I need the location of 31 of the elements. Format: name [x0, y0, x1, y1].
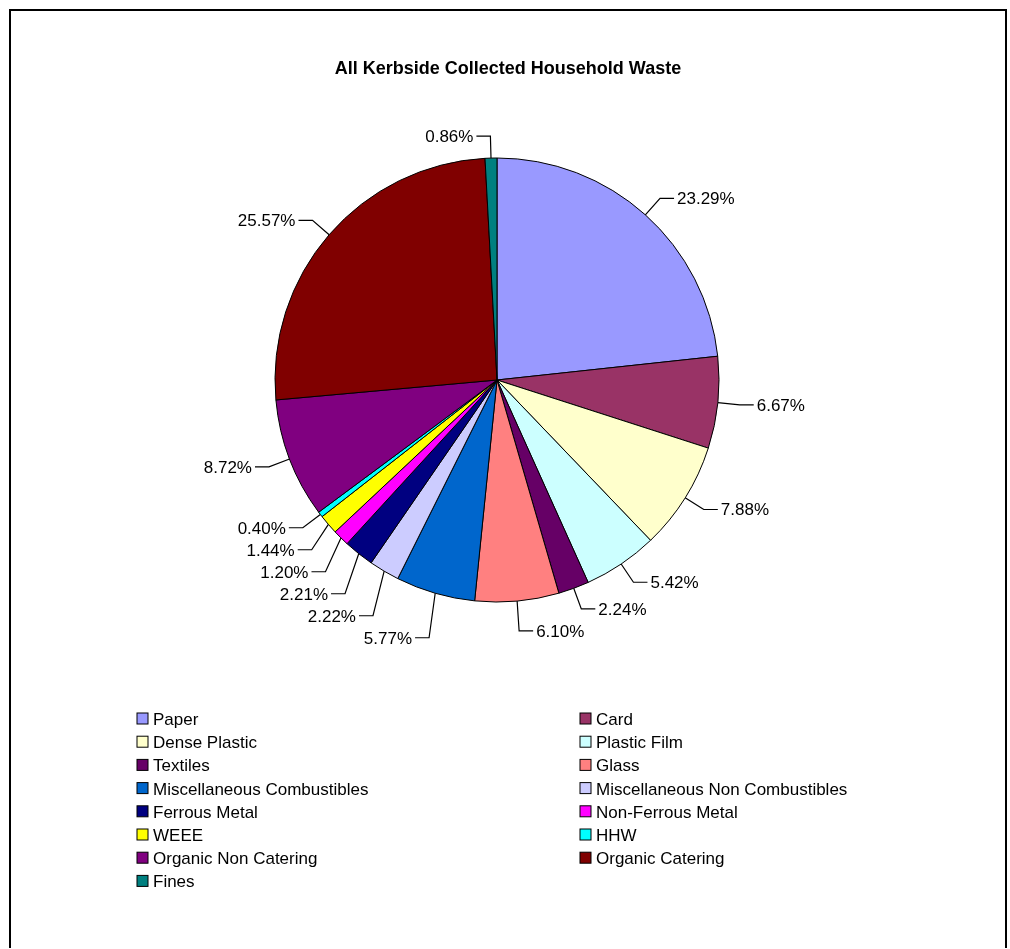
legend-label: Fines [153, 872, 195, 892]
legend-label: HHW [596, 825, 637, 845]
data-label: 1.44% [246, 540, 295, 560]
legend-label: Plastic Film [596, 733, 683, 753]
data-label: 5.42% [650, 573, 699, 593]
legend-label: Miscellaneous Combustibles [153, 779, 369, 799]
legend-label: Ferrous Metal [153, 802, 258, 822]
data-label: 6.10% [536, 621, 585, 641]
data-label: 1.20% [260, 562, 309, 582]
legend-label: Miscellaneous Non Combustibles [596, 779, 848, 799]
legend-label: Paper [153, 709, 199, 729]
data-label: 25.57% [237, 211, 296, 231]
data-label: 2.22% [307, 606, 356, 626]
data-label: 2.21% [279, 584, 329, 604]
data-label: 0.40% [237, 518, 286, 538]
legend-label: Organic Catering [596, 849, 725, 869]
data-label: 7.88% [720, 500, 770, 520]
chart-title: All Kerbside Collected Household Waste [334, 58, 682, 78]
data-label: 6.67% [756, 395, 805, 415]
legend-label: Dense Plastic [153, 733, 258, 753]
legend-label: Glass [596, 756, 640, 776]
legend-label: Organic Non Catering [153, 849, 318, 869]
data-label: 8.72% [203, 457, 252, 477]
legend-label: Card [596, 709, 633, 729]
legend-label: Non-Ferrous Metal [596, 802, 738, 822]
legend-label: WEEE [153, 825, 204, 845]
data-label: 0.86% [425, 127, 474, 147]
data-label: 2.24% [598, 599, 647, 619]
data-label: 5.77% [363, 628, 413, 648]
legend-label: Textiles [153, 756, 210, 776]
data-label: 23.29% [677, 189, 735, 209]
